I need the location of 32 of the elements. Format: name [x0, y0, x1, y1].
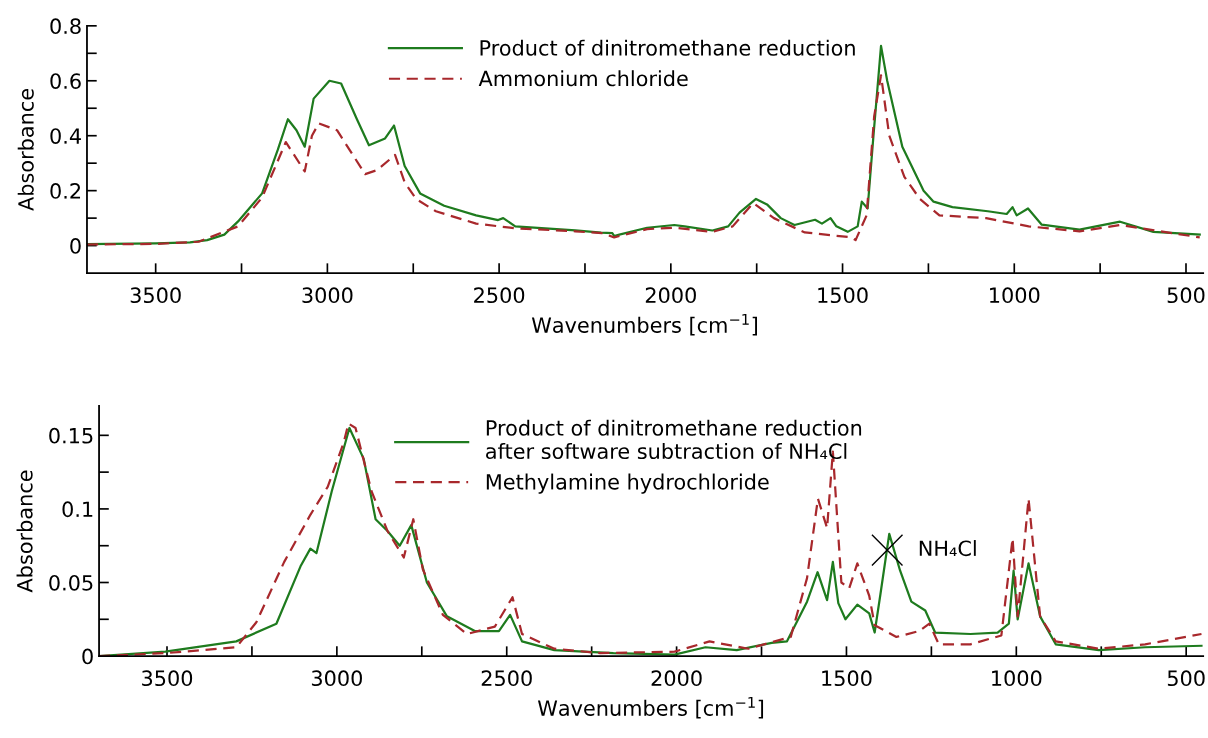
- legend-label: Ammonium chloride: [478, 70, 688, 87]
- y-tick-label: 0.1: [62, 501, 93, 518]
- x-tick-label: 3500: [130, 287, 181, 304]
- x-axis-title: Wavenumbers [cm$^{−1}$]: [537, 697, 764, 719]
- y-tick-label: 0.4: [50, 128, 81, 144]
- x-tick-label: 1500: [818, 287, 868, 304]
- annotation: NH₄Cl: [919, 540, 976, 557]
- y-tick-label: 0: [70, 238, 81, 254]
- x-tick-label: 1000: [990, 287, 1040, 304]
- legend-label: Product of dinitromethane reduction: [480, 39, 855, 56]
- y-tick-label: 0.15: [49, 427, 93, 444]
- y-tick-label: 0.6: [50, 73, 81, 89]
- x-tick-label: 3500: [142, 670, 193, 687]
- x-tick-label: 1500: [822, 670, 872, 687]
- x-tick-label: 2000: [645, 287, 696, 304]
- x-tick-label: 2500: [474, 287, 525, 304]
- x-tick-label: 3000: [311, 670, 362, 687]
- y-axis-title: Absorbance: [17, 89, 34, 211]
- legend-label: Product of dinitromethane reduction after software subtraction of NH₄Cl: [486, 419, 862, 460]
- legend-label: Methylamine hydrochloride: [486, 473, 769, 494]
- y-axis-title: Absorbance: [16, 470, 33, 593]
- x-axis-title: Wavenumbers [cm$^{−1}$]: [531, 314, 757, 336]
- x-tick-label: 500: [1167, 670, 1205, 687]
- y-tick-label: 0.8: [50, 18, 81, 35]
- x-tick-label: 1000: [992, 670, 1042, 687]
- x-tick-label: 2000: [651, 670, 702, 687]
- x-tick-label: 3000: [302, 287, 353, 304]
- x-tick-label: 500: [1167, 287, 1205, 304]
- x-tick-label: 2500: [481, 670, 532, 687]
- y-tick-label: 0: [82, 648, 93, 665]
- y-tick-label: 0.05: [49, 574, 93, 591]
- y-tick-label: 0.2: [50, 183, 81, 199]
